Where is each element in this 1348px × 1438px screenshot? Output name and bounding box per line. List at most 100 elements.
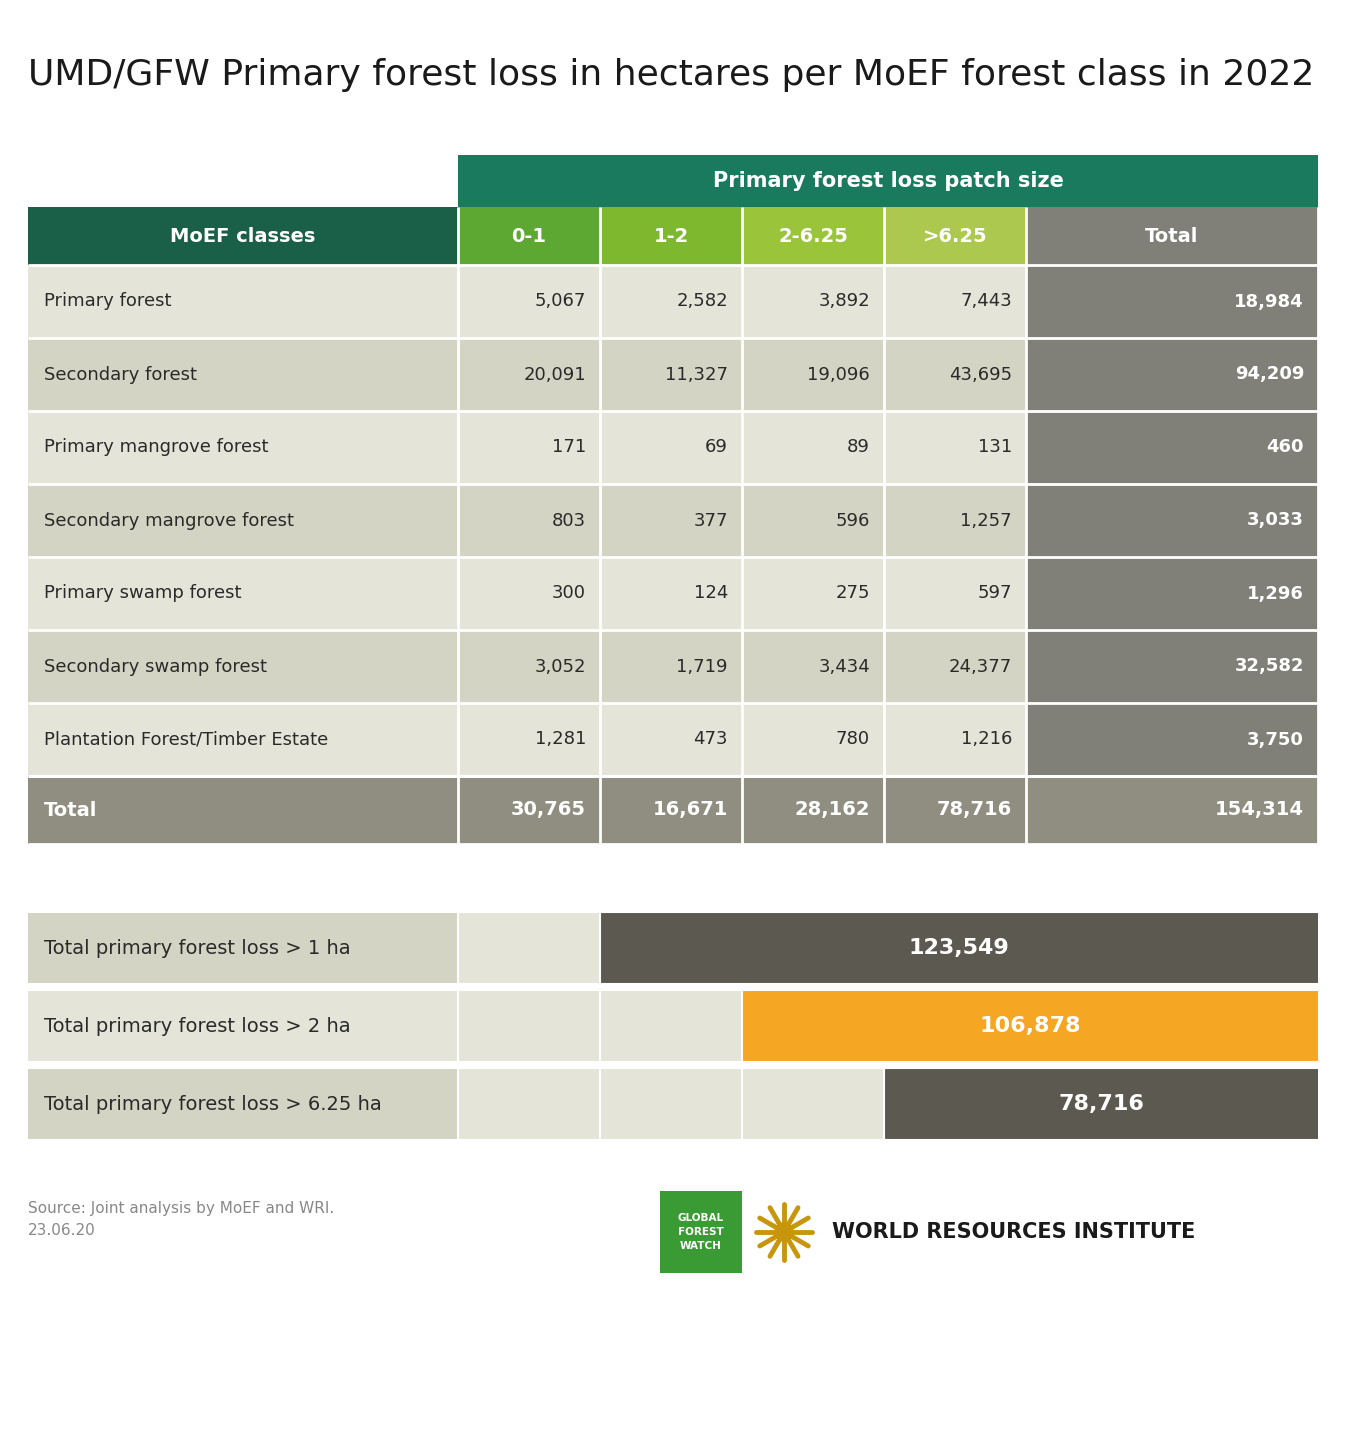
Text: 803: 803: [551, 512, 586, 529]
Bar: [741, 265, 884, 338]
Text: 24,377: 24,377: [949, 657, 1012, 676]
Text: 78,716: 78,716: [1058, 1094, 1144, 1114]
Text: 3,033: 3,033: [1247, 512, 1304, 529]
Text: 780: 780: [836, 731, 869, 749]
Text: 377: 377: [693, 512, 728, 529]
Bar: [28, 777, 458, 844]
Bar: [28, 557, 458, 630]
Text: 3,052: 3,052: [535, 657, 586, 676]
Text: UMD/GFW Primary forest loss in hectares per MoEF forest class in 2022: UMD/GFW Primary forest loss in hectares …: [28, 58, 1314, 92]
Bar: [884, 777, 1026, 844]
Bar: [884, 207, 1026, 265]
Text: 18,984: 18,984: [1235, 292, 1304, 311]
Bar: [884, 703, 1026, 777]
Text: 154,314: 154,314: [1215, 801, 1304, 820]
Text: Source: Joint analysis by MoEF and WRI.: Source: Joint analysis by MoEF and WRI.: [28, 1201, 334, 1217]
Bar: [458, 207, 600, 265]
Text: 1,216: 1,216: [961, 731, 1012, 749]
Bar: [600, 207, 741, 265]
Bar: [741, 557, 884, 630]
Bar: [600, 338, 741, 411]
Bar: [600, 485, 741, 557]
Bar: [600, 557, 741, 630]
Bar: [600, 912, 1318, 984]
Text: 23.06.20: 23.06.20: [28, 1222, 96, 1238]
Text: Primary mangrove forest: Primary mangrove forest: [44, 439, 268, 456]
Bar: [884, 265, 1026, 338]
Bar: [458, 989, 600, 1063]
Text: 131: 131: [977, 439, 1012, 456]
Bar: [1026, 703, 1318, 777]
Bar: [1026, 777, 1318, 844]
Bar: [600, 777, 741, 844]
Bar: [741, 1068, 884, 1140]
Bar: [884, 557, 1026, 630]
Bar: [741, 703, 884, 777]
Bar: [28, 989, 458, 1063]
Text: Secondary swamp forest: Secondary swamp forest: [44, 657, 267, 676]
Bar: [600, 1068, 741, 1140]
Bar: [458, 155, 1318, 207]
Text: 3,892: 3,892: [818, 292, 869, 311]
Text: Plantation Forest/Timber Estate: Plantation Forest/Timber Estate: [44, 731, 329, 749]
Bar: [1026, 557, 1318, 630]
Bar: [458, 265, 600, 338]
Text: 5,067: 5,067: [535, 292, 586, 311]
Bar: [741, 338, 884, 411]
Bar: [884, 1068, 1318, 1140]
Bar: [741, 630, 884, 703]
Text: MoEF classes: MoEF classes: [170, 227, 315, 246]
Bar: [458, 1068, 600, 1140]
Bar: [600, 989, 741, 1063]
Text: 11,327: 11,327: [665, 365, 728, 384]
Text: 30,765: 30,765: [511, 801, 586, 820]
Text: Total primary forest loss > 2 ha: Total primary forest loss > 2 ha: [44, 1017, 350, 1035]
Text: WORLD RESOURCES INSTITUTE: WORLD RESOURCES INSTITUTE: [832, 1222, 1196, 1242]
Bar: [458, 912, 600, 984]
Text: 19,096: 19,096: [807, 365, 869, 384]
Text: Primary forest loss patch size: Primary forest loss patch size: [713, 171, 1064, 191]
Bar: [1026, 485, 1318, 557]
Circle shape: [775, 1224, 793, 1241]
Bar: [1026, 630, 1318, 703]
Text: Primary swamp forest: Primary swamp forest: [44, 584, 241, 603]
Bar: [28, 485, 458, 557]
Text: 596: 596: [836, 512, 869, 529]
Bar: [458, 630, 600, 703]
Text: 123,549: 123,549: [909, 938, 1010, 958]
Text: 2,582: 2,582: [677, 292, 728, 311]
Text: 69: 69: [705, 439, 728, 456]
Text: 3,434: 3,434: [818, 657, 869, 676]
Text: 473: 473: [693, 731, 728, 749]
Text: 597: 597: [977, 584, 1012, 603]
Text: 275: 275: [836, 584, 869, 603]
Text: 7,443: 7,443: [960, 292, 1012, 311]
Bar: [28, 207, 458, 265]
Text: Total: Total: [1146, 227, 1198, 246]
Bar: [600, 703, 741, 777]
Bar: [458, 703, 600, 777]
Bar: [458, 411, 600, 485]
Text: 43,695: 43,695: [949, 365, 1012, 384]
Bar: [458, 338, 600, 411]
Bar: [28, 703, 458, 777]
Bar: [28, 411, 458, 485]
Bar: [28, 265, 458, 338]
Text: 300: 300: [551, 584, 586, 603]
Bar: [28, 338, 458, 411]
Bar: [600, 630, 741, 703]
Bar: [458, 777, 600, 844]
Text: 78,716: 78,716: [937, 801, 1012, 820]
Text: 16,671: 16,671: [652, 801, 728, 820]
Text: 1,257: 1,257: [960, 512, 1012, 529]
Text: >6.25: >6.25: [922, 227, 987, 246]
Text: 1,296: 1,296: [1247, 584, 1304, 603]
Text: 28,162: 28,162: [794, 801, 869, 820]
Text: Primary forest: Primary forest: [44, 292, 171, 311]
Bar: [28, 630, 458, 703]
Text: 2-6.25: 2-6.25: [778, 227, 848, 246]
Bar: [884, 411, 1026, 485]
Text: Total primary forest loss > 1 ha: Total primary forest loss > 1 ha: [44, 939, 350, 958]
Bar: [741, 207, 884, 265]
Bar: [741, 989, 1318, 1063]
